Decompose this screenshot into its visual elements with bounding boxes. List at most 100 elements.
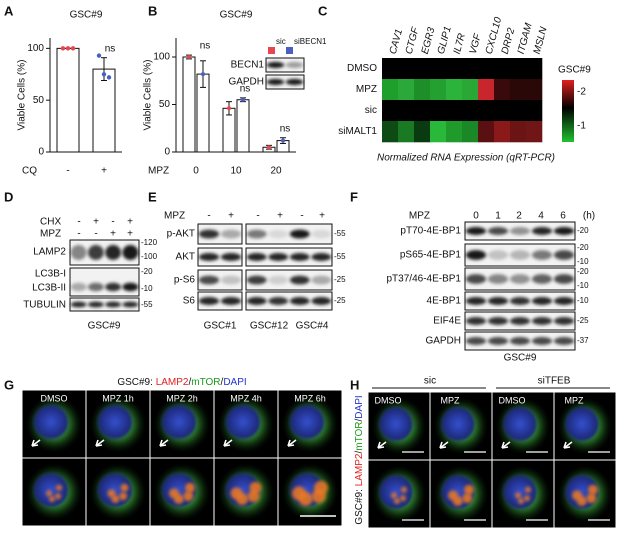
blot-band (465, 297, 487, 305)
band-label: p-S6 (174, 275, 196, 286)
cell-line-label: GSC#4 (296, 321, 329, 332)
marker-label: -20 (141, 267, 153, 276)
micrograph (367, 391, 431, 461)
panel-label: E (148, 189, 157, 204)
heatmap-cell (494, 100, 511, 122)
blot-band (465, 227, 487, 235)
label-part: GSC#9: (117, 377, 155, 388)
nucleus (503, 475, 537, 509)
gene-label: VGF (468, 32, 484, 56)
heatmap-cell (398, 79, 415, 101)
heatmap-cell (398, 121, 415, 143)
lysosome (249, 481, 262, 494)
blot-band (553, 337, 575, 345)
lysosome (588, 484, 598, 495)
blot-band (311, 253, 332, 261)
blot-band (246, 297, 267, 305)
heatmap-cell (382, 100, 399, 122)
annotation: ns (200, 41, 211, 52)
treatment-sign: + (277, 211, 283, 222)
data-point (101, 72, 107, 77)
band-label: GAPDH (425, 336, 461, 347)
marker-label: -10 (577, 296, 589, 305)
nucleus (225, 405, 261, 439)
time-label: 6 (560, 211, 566, 222)
lysosome (119, 492, 128, 501)
condition-label: MPZ 6h (294, 393, 326, 403)
lysosome (169, 488, 179, 499)
legend-swatch (268, 47, 275, 54)
blot-frame (265, 57, 305, 73)
data-point (70, 46, 76, 51)
blot-band (531, 250, 553, 260)
label-part: LAMP2 (156, 377, 189, 388)
nucleus (33, 473, 69, 507)
data-point (227, 106, 231, 111)
blot-band (105, 301, 122, 308)
blot-band (87, 245, 104, 260)
blot-band (465, 317, 487, 325)
gene-label: CTGF (404, 25, 422, 55)
legend-title: GSC#9 (558, 65, 591, 76)
treatment-label: CHX (40, 217, 61, 228)
condition-label: MPZ 2h (166, 393, 198, 403)
blot-band (531, 297, 553, 305)
panel-label: H (350, 377, 359, 392)
heatmap-cell (494, 58, 511, 80)
blot-strip (464, 267, 576, 291)
treatment-sign: + (127, 229, 133, 240)
heatmap-cell (430, 79, 447, 101)
x-axis-label: MPZ (148, 166, 169, 177)
blot-frame (197, 269, 243, 291)
micrograph (213, 389, 279, 459)
blot-band (509, 317, 531, 325)
nucleus (441, 407, 475, 441)
caption: Normalized RNA Expression (qRT-PCR) (377, 153, 555, 164)
lysosome (518, 498, 524, 504)
heatmap-cell (478, 100, 495, 122)
blot-strip (69, 297, 140, 312)
row-label: MPZ (356, 84, 377, 95)
unit-label: (h) (583, 211, 595, 222)
blot-band (487, 297, 509, 305)
bar (56, 47, 80, 153)
blot-band (553, 297, 575, 305)
blot-band (268, 275, 289, 285)
x-axis-label: CQ (22, 166, 37, 177)
nucleus (503, 407, 537, 441)
blot-band (553, 250, 575, 260)
marker-label: -25 (577, 316, 589, 325)
micrograph (21, 389, 87, 459)
lysosome (230, 487, 243, 500)
treatment-sign: - (94, 229, 97, 240)
label-part: mTOR (191, 377, 220, 388)
annotation: ns (240, 83, 251, 94)
panel-label: G (4, 377, 14, 392)
lysosome (464, 484, 474, 495)
data-point (65, 46, 71, 51)
lysosome (391, 492, 397, 499)
blot-band (268, 253, 289, 261)
arrow (287, 439, 297, 447)
blot-band (289, 297, 310, 305)
blot-band (553, 274, 575, 284)
heatmap-cell (462, 58, 479, 80)
arrow (95, 439, 105, 447)
marker-label: -25 (334, 296, 346, 305)
heatmap-cell (446, 79, 463, 101)
y-axis-label: Viable Cells (%) (143, 60, 154, 131)
blot-band (311, 275, 332, 285)
group-label: sic (424, 376, 436, 387)
label-part: / (354, 451, 365, 454)
blot-band (311, 229, 332, 239)
lysosome (448, 490, 458, 501)
marker-label: -55 (334, 252, 346, 261)
blot-band (285, 78, 304, 86)
heatmap-cell (462, 121, 479, 143)
gene-label: GLIP1 (436, 25, 454, 55)
marker-label: -10 (577, 281, 589, 290)
blot-strip (197, 223, 243, 245)
time-label: 4 (538, 211, 544, 222)
bar (92, 68, 116, 153)
